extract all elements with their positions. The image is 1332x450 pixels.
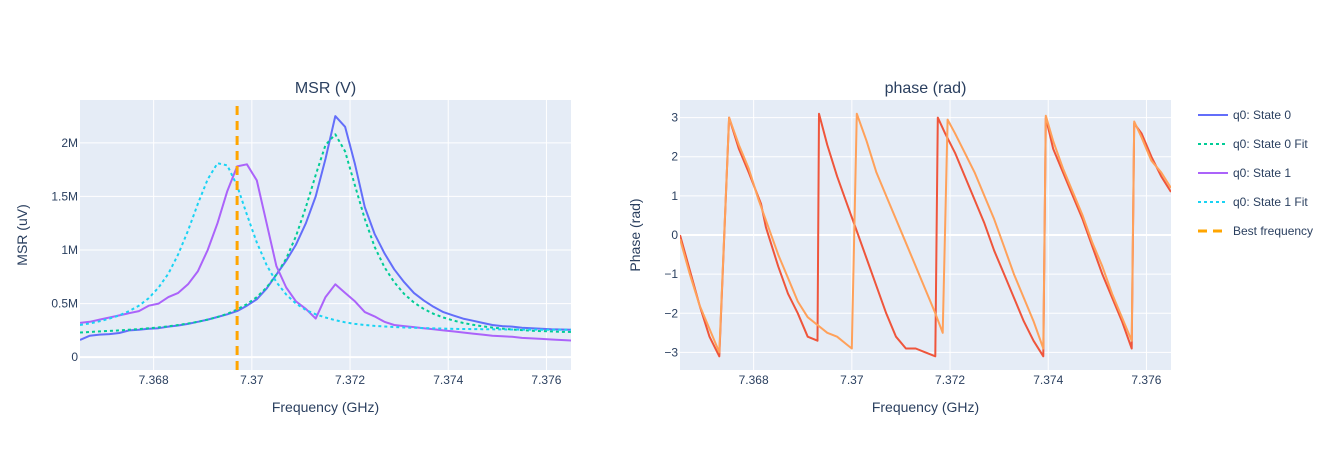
x-axis-label: Frequency (GHz) <box>272 399 379 415</box>
y-tick-label: 0 <box>671 228 678 242</box>
phase-subplot: 7.368 7.37 7.372 7.374 7.376 −3 −2 −1 0 1 2 3 phase … <box>627 80 1171 415</box>
x-tick-label: 7.37 <box>240 373 264 387</box>
x-axis-label: Frequency (GHz) <box>872 399 979 415</box>
legend-item[interactable]: q0: State 0 <box>1198 108 1291 122</box>
y-tick-label: −1 <box>664 267 678 281</box>
y-tick-label: 0.5M <box>51 297 78 311</box>
y-tick-label: 0 <box>71 350 78 364</box>
msr-subplot: 7.368 7.37 7.372 7.374 7.376 0 0.5M 1M 1.5M 2M MSR… <box>14 80 571 415</box>
x-tick-label: 7.368 <box>139 373 169 387</box>
y-axis-label: Phase (rad) <box>627 198 643 271</box>
y-tick-label: 3 <box>671 111 678 125</box>
x-tick-label: 7.374 <box>433 373 463 387</box>
legend-item[interactable]: q0: State 1 Fit <box>1198 195 1308 209</box>
legend-label: Best frequency <box>1233 224 1313 238</box>
legend-label: q0: State 1 Fit <box>1233 195 1308 209</box>
legend-item[interactable]: q0: State 0 Fit <box>1198 137 1308 151</box>
x-tick-label: 7.37 <box>840 373 864 387</box>
y-tick-label: 2 <box>671 150 678 164</box>
x-tick-label: 7.368 <box>739 373 769 387</box>
legend-label: q0: State 0 <box>1233 108 1291 122</box>
x-tick-label: 7.372 <box>335 373 365 387</box>
y-tick-label: 2M <box>61 136 78 150</box>
legend-item[interactable]: q0: State 1 <box>1198 166 1291 180</box>
subplot-title: phase (rad) <box>885 80 967 97</box>
y-tick-label: 1M <box>61 243 78 257</box>
subplot-title: MSR (V) <box>295 80 356 97</box>
x-tick-label: 7.376 <box>531 373 561 387</box>
x-tick-label: 7.374 <box>1033 373 1063 387</box>
y-tick-label: 1.5M <box>51 189 78 203</box>
legend-label: q0: State 1 <box>1233 166 1291 180</box>
x-tick-label: 7.376 <box>1131 373 1161 387</box>
y-tick-label: −3 <box>664 345 678 359</box>
legend-item[interactable]: Best frequency <box>1198 224 1313 238</box>
y-tick-label: −2 <box>664 306 678 320</box>
y-axis-label: MSR (uV) <box>14 204 30 265</box>
legend[interactable]: q0: State 0 q0: State 0 Fit q0: State 1 q0:… <box>1198 108 1313 238</box>
y-tick-label: 1 <box>671 189 678 203</box>
legend-label: q0: State 0 Fit <box>1233 137 1308 151</box>
x-tick-label: 7.372 <box>935 373 965 387</box>
